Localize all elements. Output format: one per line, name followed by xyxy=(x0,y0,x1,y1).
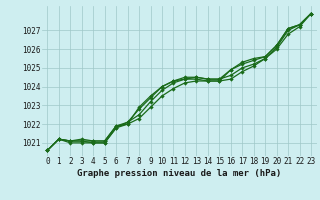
X-axis label: Graphe pression niveau de la mer (hPa): Graphe pression niveau de la mer (hPa) xyxy=(77,169,281,178)
